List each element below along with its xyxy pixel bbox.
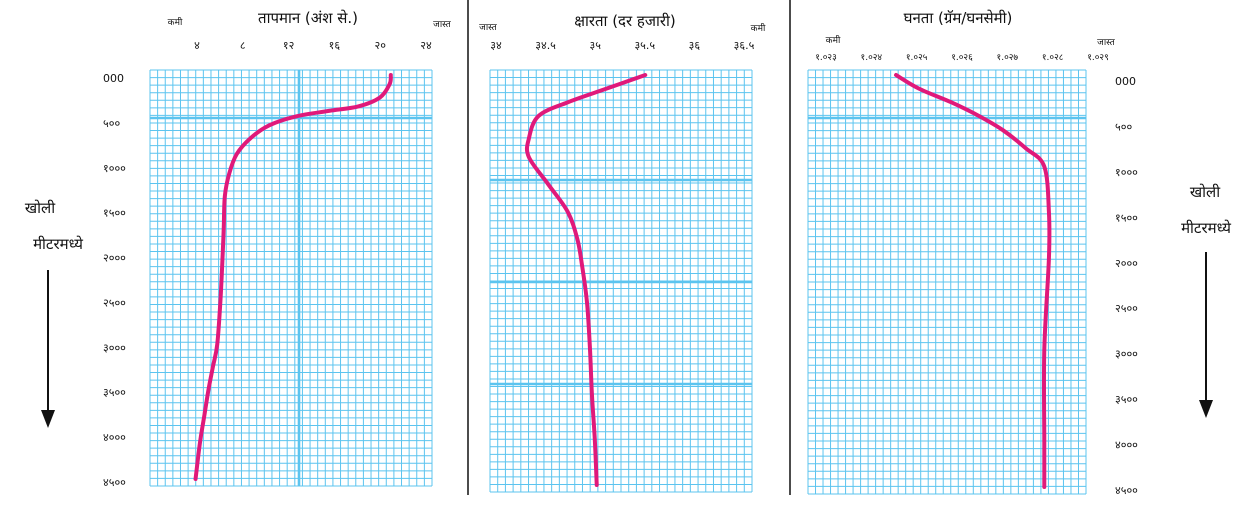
- chart-temperature-grid: [149, 69, 433, 487]
- series-line-salinity: [524, 73, 648, 487]
- x-tick-label: १.०२९: [1087, 53, 1109, 63]
- y-tick-label: 000: [103, 72, 124, 85]
- y-tick-label: २५००: [103, 296, 126, 309]
- chart-density: घनता (ग्रॅम/घनसेमी) कमी जास्त १.०२३ १.०२४ १.०…: [807, 9, 1138, 497]
- chart-salinity: क्षारता (दर हजारी) जास्त कमी ३४ ३४.५ ३५ ३५.५ ३६…: [479, 12, 766, 493]
- x-tick-label: १.०२८: [1042, 53, 1064, 63]
- axis-low-label: कमी: [826, 34, 841, 46]
- x-tick-label: ३४: [490, 39, 502, 52]
- depth-arrow-right-icon: [1199, 400, 1213, 418]
- x-tick-label: ३६: [689, 39, 701, 52]
- axis-high-label: जास्त: [433, 20, 452, 30]
- x-tick-label: २४: [420, 39, 432, 52]
- chart-salinity-grid: [489, 69, 753, 493]
- depth-label-left: खोली मीटरमध्ये: [25, 199, 83, 428]
- chart-title: घनता (ग्रॅम/घनसेमी): [904, 9, 1013, 27]
- x-tick-label: १.०२४: [861, 53, 883, 63]
- x-tick-label: १.०२३: [815, 53, 837, 63]
- x-tick-label: ८: [240, 39, 246, 52]
- x-tick-label: १२: [283, 39, 294, 52]
- x-tick-label: ३४.५: [535, 39, 556, 52]
- y-tick-label: ३०००: [103, 341, 126, 354]
- y-tick-label: १५००: [1115, 211, 1138, 224]
- y-tick-label: 000: [1115, 75, 1136, 88]
- depth-label-left-line1: खोली: [25, 199, 56, 217]
- y-tick-label: ४०००: [1115, 439, 1138, 452]
- chart-temperature: तापमान (अंश से.) कमी जास्त ४ ८ १२ १६ २० २४ 000 ५००…: [103, 9, 452, 489]
- x-tick-label: ३५.५: [634, 39, 655, 52]
- series-line-temperature: [193, 73, 393, 481]
- axis-low-label: कमी: [168, 16, 183, 28]
- chart-title: क्षारता (दर हजारी): [574, 12, 676, 30]
- series-line-density: [894, 73, 1052, 489]
- y-tick-label: २५००: [1115, 302, 1138, 315]
- y-tick-label: ३५००: [103, 386, 126, 399]
- x-tick-label: १.०२७: [997, 53, 1019, 63]
- y-tick-label: १५००: [103, 207, 126, 220]
- y-tick-label: ४५००: [1115, 484, 1138, 497]
- y-tick-label: १०००: [1115, 166, 1138, 179]
- x-tick-label: १.०२५: [906, 53, 928, 63]
- axis-low-label: जास्त: [479, 23, 498, 33]
- x-tick-label: ३५: [589, 39, 601, 52]
- charts-layer: तापमान (अंश से.) कमी जास्त ४ ८ १२ १६ २० २४ 000 ५००…: [103, 9, 1138, 497]
- y-tick-label: २०००: [1115, 257, 1138, 270]
- y-tick-label: ३०००: [1115, 348, 1138, 361]
- chart-density-grid: [807, 69, 1087, 495]
- x-tick-label: १६: [329, 39, 341, 52]
- y-tick-label: ५००: [103, 117, 120, 130]
- depth-arrow-left-icon: [41, 410, 55, 428]
- axis-high-label: कमी: [751, 22, 766, 34]
- x-tick-label: ४: [194, 39, 200, 52]
- x-tick-label: १.०२६: [951, 53, 973, 63]
- depth-label-left-line2: मीटरमध्ये: [33, 235, 83, 253]
- x-tick-label: ३६.५: [734, 39, 755, 52]
- y-tick-label: १०००: [103, 162, 126, 175]
- depth-label-right: खोली मीटरमध्ये: [1181, 183, 1231, 418]
- axis-high-label: जास्त: [1097, 38, 1116, 48]
- y-tick-label: ५००: [1115, 120, 1132, 133]
- depth-label-right-line1: खोली: [1190, 183, 1221, 201]
- depth-label-right-line2: मीटरमध्ये: [1181, 219, 1231, 237]
- y-tick-label: ३५००: [1115, 393, 1138, 406]
- x-tick-label: २०: [374, 39, 386, 52]
- y-tick-label: ४०००: [103, 431, 126, 444]
- y-tick-label: २०००: [103, 252, 126, 265]
- y-tick-label: ४५००: [103, 476, 126, 489]
- chart-title: तापमान (अंश से.): [258, 9, 358, 27]
